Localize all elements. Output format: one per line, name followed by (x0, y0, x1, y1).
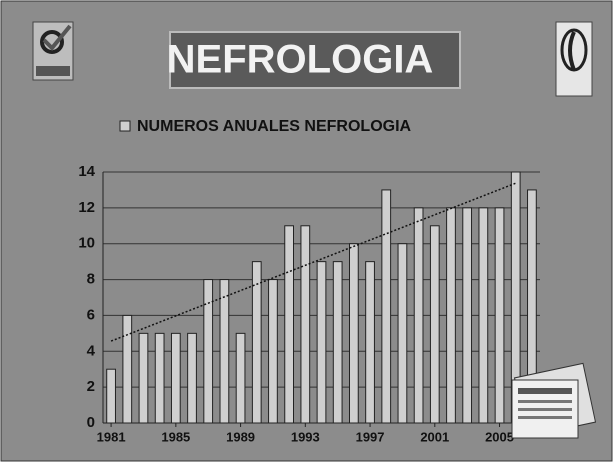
bar (317, 262, 326, 423)
bar (366, 262, 375, 423)
y-tick-label: 6 (87, 306, 95, 323)
x-tick-label: 1989 (226, 429, 255, 444)
bar (269, 280, 278, 423)
logo-caption (36, 66, 70, 76)
y-tick-label: 12 (78, 199, 95, 216)
x-tick-label: 1985 (161, 429, 190, 444)
paper-text (518, 416, 572, 419)
paper-text (518, 388, 572, 394)
y-tick-label: 4 (87, 342, 96, 359)
x-tick-label: 1981 (97, 429, 126, 444)
bar (139, 333, 148, 423)
y-tick-label: 0 (87, 414, 95, 431)
bar (463, 208, 472, 423)
bar (333, 262, 342, 423)
legend-swatch (120, 121, 130, 131)
bar (171, 333, 180, 423)
bar (447, 208, 456, 423)
bar (495, 208, 504, 423)
x-tick-label: 2001 (420, 429, 449, 444)
chart-title: NEFROLOGIA (167, 38, 434, 82)
bar (350, 244, 359, 423)
paper-text (518, 408, 572, 411)
bar (398, 244, 407, 423)
paper-text (518, 400, 572, 403)
bar (301, 226, 310, 423)
bar (220, 280, 229, 423)
x-tick-label: 1993 (291, 429, 320, 444)
bar (236, 333, 245, 423)
bar (123, 315, 132, 423)
bar (155, 333, 164, 423)
bar (479, 208, 488, 423)
bar (414, 208, 423, 423)
bar (285, 226, 294, 423)
right-logo (556, 22, 592, 96)
bar (204, 280, 213, 423)
y-tick-label: 8 (87, 271, 95, 288)
x-tick-label: 1997 (356, 429, 385, 444)
bar (107, 369, 116, 423)
y-tick-label: 14 (78, 163, 95, 180)
y-tick-label: 10 (78, 235, 95, 252)
slide: NEFROLOGIA NUMEROS ANUALES NEFROLOGIA 0 2… (0, 0, 613, 462)
y-tick-label: 2 (87, 378, 95, 395)
legend-label: NUMEROS ANUALES NEFROLOGIA (137, 118, 412, 135)
left-logo (33, 22, 73, 80)
bar (382, 190, 391, 423)
bar (188, 333, 197, 423)
x-tick-label: 2005 (485, 429, 514, 444)
bar (430, 226, 439, 423)
